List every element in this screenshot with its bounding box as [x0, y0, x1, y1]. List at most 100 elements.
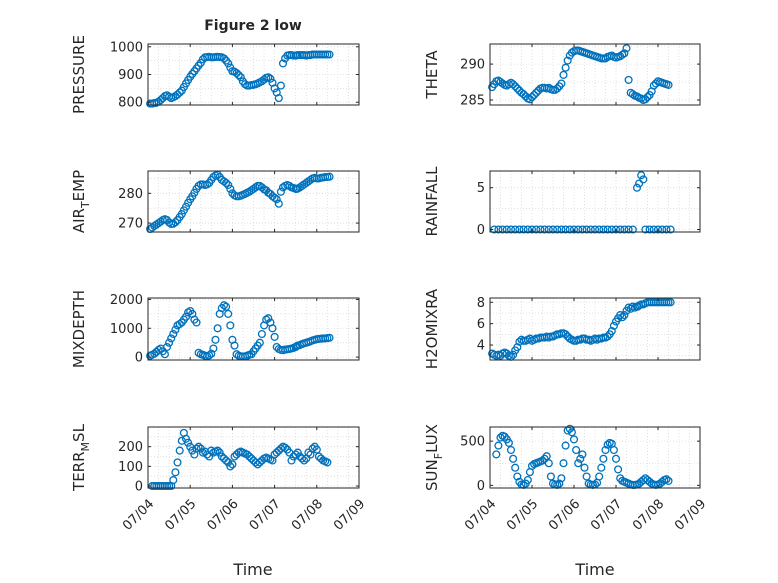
y-tick-label: 280: [118, 187, 143, 202]
y-tick-label: 6: [477, 317, 485, 332]
data-point: [219, 301, 229, 310]
data-point: [666, 225, 675, 234]
subplot-1: 800 900 1000 PRESSURE: [70, 35, 360, 114]
x-tick-label: 07/08: [630, 497, 667, 534]
data-point: [649, 225, 658, 234]
data-point: [574, 225, 583, 234]
data-point: [586, 225, 595, 234]
grid: [147, 171, 360, 232]
y-tick-label: 0: [477, 223, 485, 238]
data-point: [632, 92, 642, 101]
data-point: [561, 63, 570, 72]
data-point: [519, 90, 528, 99]
figure-title: Figure 2 low: [204, 18, 302, 34]
data-point: [184, 308, 193, 317]
y-axis-label: H2OMIXRA: [423, 288, 441, 369]
data-point: [624, 75, 633, 84]
data-point: [154, 345, 163, 354]
data-point: [527, 225, 537, 234]
data-point: [632, 183, 642, 192]
data-point: [578, 225, 587, 234]
data-point: [609, 321, 618, 330]
data-point: [532, 88, 541, 97]
x-tick-label: 07/09: [331, 497, 368, 534]
data-point: [226, 321, 235, 330]
data-point: [270, 193, 279, 202]
subplot-2: 285 290 THETA: [423, 43, 701, 108]
x-tick-label: 07/07: [588, 497, 625, 534]
subplot-3: 270 280 AIRTEMP: [70, 170, 360, 234]
data-point: [181, 434, 191, 443]
data-point: [559, 459, 568, 468]
data-point: [169, 476, 178, 485]
data-point: [542, 452, 551, 461]
data-point: [268, 324, 277, 333]
data-point: [595, 225, 604, 234]
data-point: [603, 440, 612, 449]
data-point: [213, 324, 222, 333]
data-point: [222, 302, 231, 311]
data-point: [643, 93, 652, 102]
data-point: [509, 80, 518, 89]
axes-box: [489, 297, 701, 361]
y-axis-label: SUNFLUX: [423, 424, 445, 491]
data-point: [230, 341, 239, 350]
data-point: [597, 463, 606, 472]
y-tick-label: 1000: [110, 322, 143, 337]
y-tick-label: 900: [118, 68, 143, 83]
data-point: [291, 342, 300, 352]
data-point: [492, 450, 501, 459]
data-point: [603, 225, 612, 234]
data-point: [557, 225, 566, 234]
data-point: [511, 225, 520, 234]
y-tick-label: 200: [118, 440, 143, 455]
data-point: [325, 333, 334, 342]
data-point: [607, 327, 616, 336]
data-point: [620, 49, 629, 58]
data-point: [561, 225, 570, 234]
data-point: [162, 342, 172, 352]
data-point: [308, 444, 317, 453]
x-tick-label: 07/04: [462, 497, 499, 534]
data-point: [243, 450, 252, 459]
y-tick-label: 270: [118, 217, 143, 232]
data-point: [494, 441, 503, 450]
data-point: [548, 225, 558, 234]
data-point: [609, 445, 618, 455]
data-point: [494, 225, 503, 234]
data-point: [257, 329, 266, 339]
data-point: [513, 343, 522, 352]
data-point: [576, 454, 585, 463]
data-point: [222, 178, 231, 187]
data-point: [590, 225, 600, 234]
y-tick-label: 0: [135, 351, 143, 366]
subplot-8: 0 500 07/04 07/05 07/06 07/07 07/08 07/09 SUNFLU…: [423, 424, 709, 534]
data-point: [226, 184, 235, 193]
data-point: [325, 50, 334, 59]
data-point: [293, 448, 302, 457]
data-point: [601, 54, 610, 63]
y-axis-label: PRESSURE: [70, 35, 88, 114]
data-point: [620, 225, 629, 234]
data-point: [611, 225, 621, 234]
data-point: [192, 444, 201, 453]
y-tick-label: 1000: [110, 40, 143, 55]
y-axis-label: MIXDEPTH: [70, 290, 88, 368]
data-point: [175, 319, 184, 329]
data-point: [304, 448, 313, 457]
data-point: [616, 311, 625, 320]
data-point: [662, 475, 671, 484]
y-axis-label: TERRMSL: [70, 423, 92, 492]
data-point: [664, 80, 673, 89]
data-point: [544, 459, 553, 468]
data-point: [574, 459, 583, 468]
data-point: [192, 318, 201, 327]
y-tick-label: 100: [118, 460, 143, 475]
data-point: [620, 311, 629, 320]
data-series: [490, 171, 675, 234]
data-series: [146, 170, 334, 234]
subplot-6: 4 6 8 H2OMIXRA: [423, 288, 701, 369]
data-point: [569, 435, 579, 444]
x-tick-label: 07/09: [672, 497, 709, 534]
